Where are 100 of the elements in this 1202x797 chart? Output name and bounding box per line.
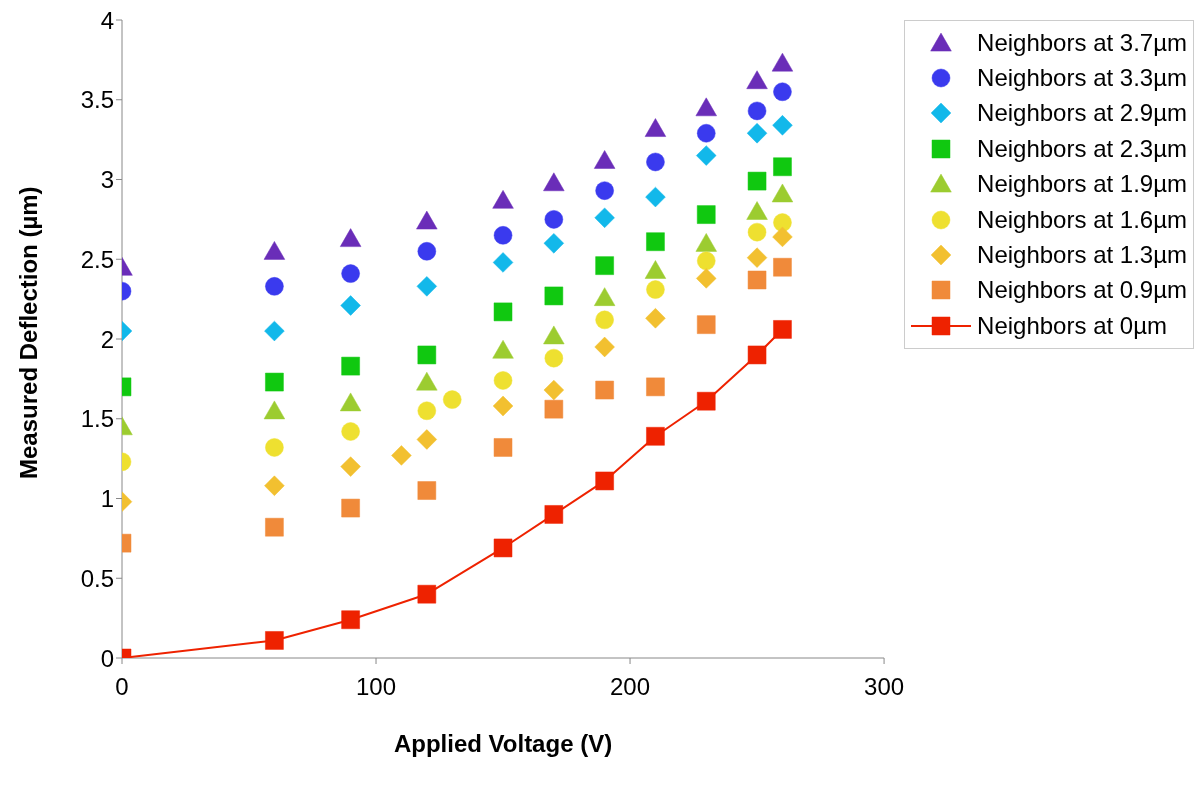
point xyxy=(594,336,615,358)
y-tick-label: 2 xyxy=(100,325,114,353)
point xyxy=(493,438,513,457)
y-tick-label: 0 xyxy=(100,644,114,672)
point xyxy=(416,429,437,450)
point xyxy=(493,226,513,245)
point xyxy=(695,233,717,252)
x-axis-title: Applied Voltage (V) xyxy=(393,730,613,757)
y-tick-label: 1.5 xyxy=(80,405,114,433)
point xyxy=(417,584,437,604)
point xyxy=(696,145,717,166)
y-tick-label: 3 xyxy=(100,166,114,194)
point xyxy=(644,260,667,279)
point xyxy=(265,438,284,457)
point xyxy=(417,401,437,421)
legend-label: Neighbors at 0µm xyxy=(977,311,1167,340)
point xyxy=(544,286,564,306)
point xyxy=(746,70,768,89)
point xyxy=(747,101,767,121)
point xyxy=(340,456,361,477)
legend-label: Neighbors at 1.9µm xyxy=(977,170,1187,199)
point xyxy=(340,392,362,412)
point xyxy=(747,270,767,290)
point xyxy=(543,379,564,401)
point xyxy=(772,226,793,248)
point xyxy=(771,183,794,203)
point xyxy=(773,320,792,339)
legend-label: Neighbors at 3.3µm xyxy=(977,64,1187,93)
point xyxy=(697,124,716,143)
point xyxy=(746,123,768,144)
point xyxy=(493,538,513,558)
y-tick-label: 0.5 xyxy=(80,564,114,592)
point xyxy=(646,377,665,397)
point xyxy=(543,233,564,254)
point xyxy=(442,390,462,409)
point xyxy=(265,372,284,392)
point xyxy=(492,252,514,273)
legend-label: Neighbors at 1.6µm xyxy=(977,205,1187,234)
point xyxy=(646,280,665,299)
point xyxy=(264,475,285,496)
point xyxy=(747,171,767,191)
point xyxy=(416,210,438,230)
point xyxy=(773,257,792,277)
point xyxy=(772,115,793,136)
point xyxy=(493,371,513,390)
x-tick-label: 100 xyxy=(356,673,397,701)
point xyxy=(594,150,616,169)
point xyxy=(493,302,513,322)
point xyxy=(265,277,284,296)
point xyxy=(416,276,437,297)
point xyxy=(341,356,360,376)
point xyxy=(697,315,716,334)
point xyxy=(340,228,362,247)
legend-label: Neighbors at 2.3µm xyxy=(977,134,1187,163)
point xyxy=(417,481,437,500)
y-tick-label: 1 xyxy=(100,485,114,513)
point xyxy=(595,380,614,400)
point xyxy=(747,345,767,365)
point xyxy=(594,207,615,228)
point xyxy=(595,471,614,491)
point xyxy=(645,308,666,329)
point xyxy=(594,287,616,306)
point xyxy=(747,222,767,242)
point xyxy=(773,157,792,176)
x-tick-label: 300 xyxy=(864,673,905,701)
point xyxy=(595,181,614,200)
point xyxy=(697,251,716,271)
legend-label: Neighbors at 3.7µm xyxy=(977,28,1187,57)
point xyxy=(697,391,716,411)
point xyxy=(544,505,564,524)
legend-label: Neighbors at 2.9µm xyxy=(977,99,1187,128)
point xyxy=(391,445,412,466)
point xyxy=(492,340,514,359)
point xyxy=(646,152,665,172)
point xyxy=(341,264,360,283)
legend-label: Neighbors at 0.9µm xyxy=(977,276,1187,305)
x-tick-label: 200 xyxy=(610,673,651,701)
point xyxy=(695,97,717,117)
point xyxy=(746,201,768,220)
point xyxy=(265,517,284,537)
point xyxy=(595,256,614,275)
point xyxy=(544,348,564,368)
point xyxy=(646,427,665,446)
point xyxy=(416,371,438,391)
point xyxy=(595,310,614,330)
point xyxy=(492,395,514,417)
point xyxy=(544,210,564,229)
point xyxy=(417,242,437,261)
point xyxy=(341,610,360,629)
point xyxy=(265,631,284,650)
y-axis-title: Measured Deflection (µm) xyxy=(14,186,42,479)
point xyxy=(492,190,514,209)
point xyxy=(543,172,565,192)
point xyxy=(264,320,285,342)
point xyxy=(417,345,437,365)
point xyxy=(696,268,717,289)
y-tick-label: 4 xyxy=(100,6,114,34)
point xyxy=(340,295,361,316)
y-tick-label: 2.5 xyxy=(80,245,114,273)
point xyxy=(646,232,665,251)
